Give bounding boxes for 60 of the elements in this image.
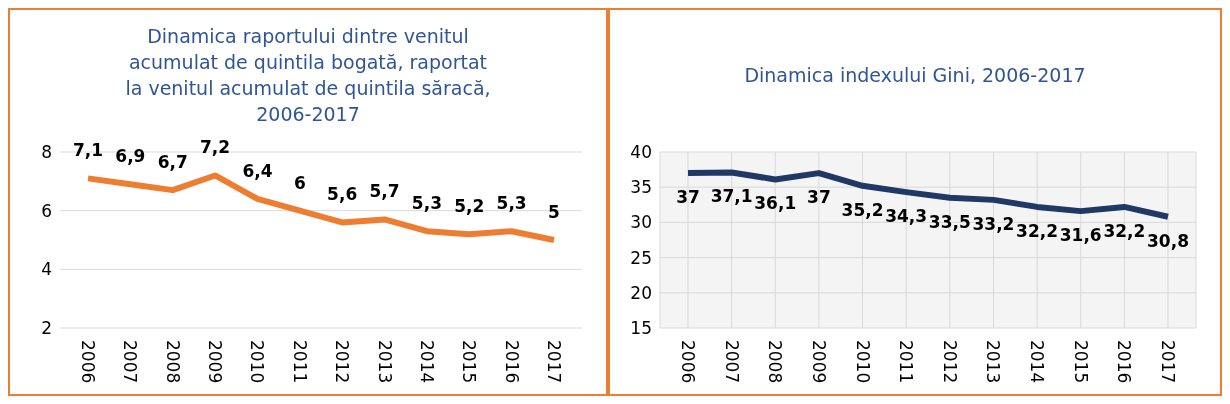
data-label: 32,2 bbox=[1103, 220, 1146, 241]
data-label: 33,2 bbox=[972, 213, 1015, 234]
x-tick-label: 2011 bbox=[896, 340, 917, 384]
y-tick-label: 30 bbox=[630, 212, 652, 233]
data-label: 6 bbox=[293, 172, 306, 193]
data-label: 30,8 bbox=[1147, 230, 1189, 251]
x-tick-label: 2008 bbox=[162, 340, 183, 384]
data-label: 31,6 bbox=[1059, 225, 1102, 246]
y-tick-label: 4 bbox=[41, 259, 52, 280]
x-tick-label: 2010 bbox=[247, 340, 268, 384]
data-label: 35,2 bbox=[841, 199, 884, 220]
data-label: 5,3 bbox=[411, 193, 442, 214]
data-label: 6,7 bbox=[157, 152, 188, 173]
x-tick-label: 2011 bbox=[289, 340, 310, 384]
x-tick-label: 2015 bbox=[1070, 340, 1091, 384]
data-label: 5,2 bbox=[454, 196, 485, 217]
data-label: 34,3 bbox=[885, 206, 928, 227]
chart-title: Dinamica indexului Gini, 2006-2017 bbox=[743, 63, 1087, 88]
y-tick-label: 2 bbox=[41, 318, 52, 339]
data-label: 32,2 bbox=[1016, 220, 1059, 241]
data-label: 5,7 bbox=[369, 181, 400, 202]
data-label: 6,9 bbox=[115, 146, 146, 167]
data-label: 7,1 bbox=[72, 140, 104, 161]
data-label: 36,1 bbox=[754, 193, 797, 214]
data-label: 5,3 bbox=[496, 193, 527, 214]
data-label: 37 bbox=[807, 187, 831, 208]
x-tick-label: 2010 bbox=[852, 340, 873, 384]
data-label: 6,4 bbox=[242, 160, 273, 181]
y-tick-label: 6 bbox=[41, 200, 52, 221]
x-tick-label: 2012 bbox=[939, 340, 960, 384]
y-tick-label: 8 bbox=[41, 142, 52, 163]
x-tick-label: 2013 bbox=[983, 340, 1004, 384]
y-tick-label: 40 bbox=[630, 142, 652, 163]
x-tick-label: 2016 bbox=[1114, 340, 1135, 384]
data-label: 37,1 bbox=[710, 186, 753, 207]
y-tick-label: 25 bbox=[630, 247, 652, 268]
x-tick-label: 2008 bbox=[765, 340, 786, 384]
y-tick-label: 35 bbox=[630, 177, 652, 198]
x-tick-label: 2014 bbox=[1027, 340, 1048, 384]
data-label: 37 bbox=[676, 187, 700, 208]
x-tick-label: 2007 bbox=[120, 340, 141, 384]
x-tick-label: 2017 bbox=[544, 340, 564, 384]
y-tick-label: 20 bbox=[630, 282, 652, 303]
x-tick-label: 2015 bbox=[459, 340, 480, 384]
x-tick-label: 2016 bbox=[501, 340, 522, 384]
data-label: 33,5 bbox=[928, 211, 971, 232]
x-tick-label: 2006 bbox=[678, 340, 698, 384]
data-label: 5,6 bbox=[327, 184, 358, 205]
x-tick-label: 2007 bbox=[721, 340, 742, 384]
chart-title: Dinamica raportului dintre venitul acumulat de quintila bogată, raportat la venitul acumulat de quintila săracă, 2006-2017 bbox=[125, 25, 491, 125]
x-tick-label: 2009 bbox=[808, 340, 829, 384]
x-tick-label: 2017 bbox=[1158, 340, 1178, 384]
data-label: 5 bbox=[548, 202, 560, 222]
x-tick-label: 2006 bbox=[78, 340, 98, 384]
x-tick-label: 2014 bbox=[416, 340, 437, 384]
data-label: 7,2 bbox=[200, 137, 231, 158]
x-tick-label: 2009 bbox=[205, 340, 226, 384]
x-tick-label: 2012 bbox=[332, 340, 353, 384]
y-tick-label: 15 bbox=[630, 318, 652, 339]
x-tick-label: 2013 bbox=[374, 340, 395, 384]
